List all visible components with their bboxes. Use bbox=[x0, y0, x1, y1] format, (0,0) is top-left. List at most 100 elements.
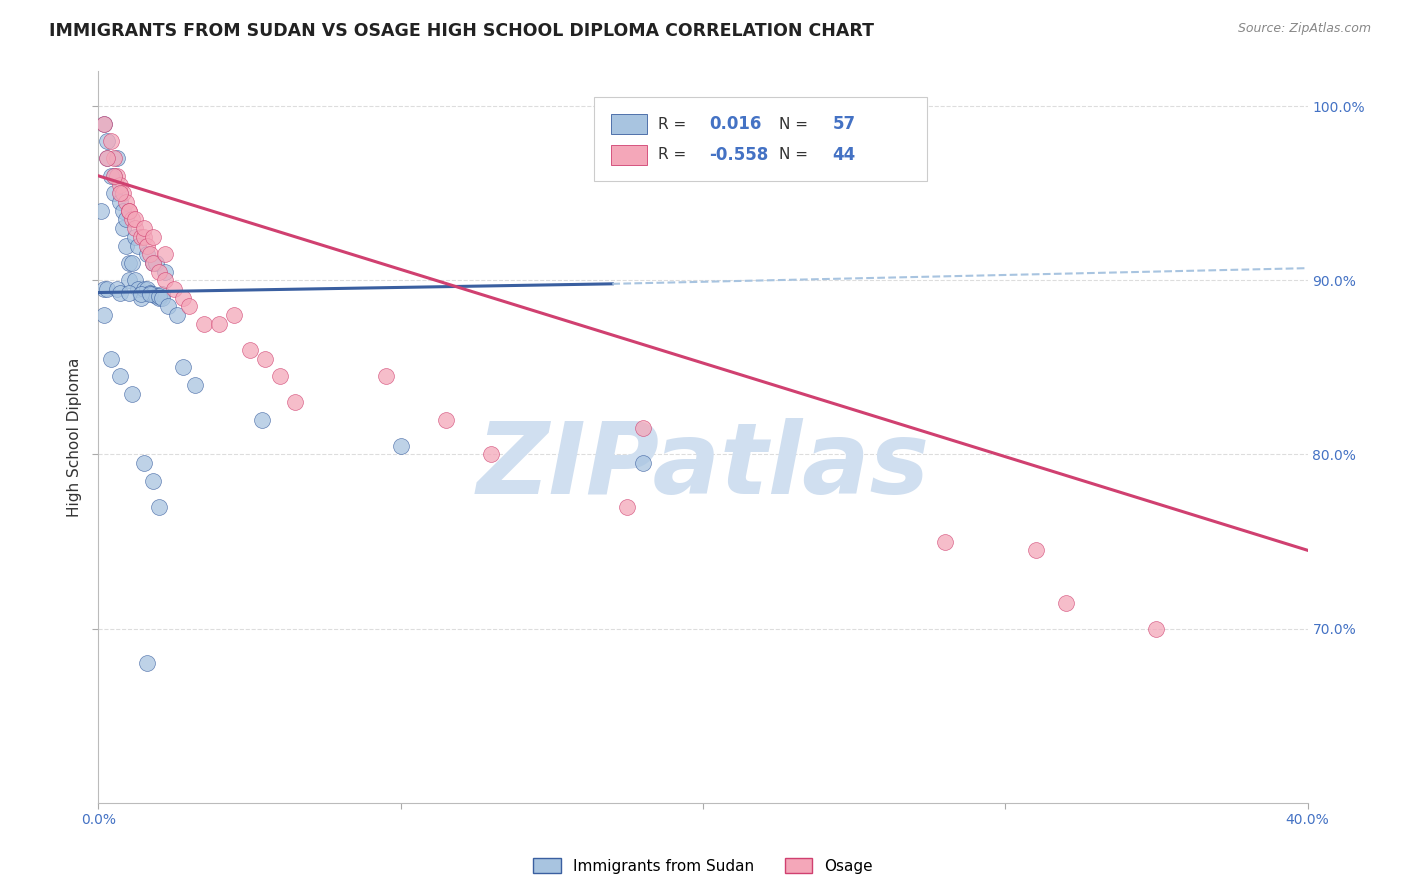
Point bbox=[100, 134, 122, 148]
Point bbox=[96, 134, 118, 148]
Point bbox=[100, 169, 122, 183]
Point bbox=[108, 186, 131, 201]
Point bbox=[124, 221, 146, 235]
Point bbox=[208, 317, 231, 331]
Text: R =: R = bbox=[658, 117, 692, 131]
Point bbox=[124, 273, 146, 287]
Point bbox=[111, 203, 134, 218]
Point bbox=[118, 285, 141, 300]
Point bbox=[108, 186, 131, 201]
Point bbox=[239, 343, 262, 357]
Point bbox=[253, 351, 276, 366]
Point bbox=[114, 238, 136, 252]
Point bbox=[129, 287, 152, 301]
Point bbox=[93, 308, 115, 322]
Text: ZIPatlas: ZIPatlas bbox=[477, 417, 929, 515]
Point bbox=[284, 395, 307, 409]
Point bbox=[142, 256, 165, 270]
Point bbox=[434, 412, 457, 426]
Point bbox=[142, 287, 165, 301]
Point bbox=[118, 203, 141, 218]
Point bbox=[118, 256, 141, 270]
Point bbox=[135, 282, 157, 296]
Point bbox=[114, 212, 136, 227]
Point bbox=[93, 117, 115, 131]
Point bbox=[163, 282, 186, 296]
Point bbox=[148, 265, 170, 279]
Point bbox=[139, 287, 162, 301]
Point bbox=[96, 152, 118, 166]
Point bbox=[481, 448, 503, 462]
Point bbox=[1144, 622, 1167, 636]
Point bbox=[179, 300, 201, 314]
Point bbox=[121, 212, 143, 227]
Point bbox=[616, 500, 638, 514]
Text: 57: 57 bbox=[832, 115, 855, 133]
Point bbox=[135, 657, 157, 671]
Point bbox=[184, 377, 207, 392]
Point bbox=[96, 282, 118, 296]
Text: N =: N = bbox=[779, 147, 813, 162]
Point bbox=[153, 265, 176, 279]
Point bbox=[114, 194, 136, 209]
Point bbox=[118, 203, 141, 218]
Point bbox=[250, 412, 273, 426]
Point bbox=[156, 300, 179, 314]
Point bbox=[631, 421, 654, 435]
Point bbox=[132, 229, 155, 244]
Point bbox=[269, 369, 291, 384]
Point bbox=[124, 212, 146, 227]
Point bbox=[132, 456, 155, 470]
Point bbox=[93, 282, 115, 296]
Text: IMMIGRANTS FROM SUDAN VS OSAGE HIGH SCHOOL DIPLOMA CORRELATION CHART: IMMIGRANTS FROM SUDAN VS OSAGE HIGH SCHO… bbox=[49, 22, 875, 40]
Point bbox=[118, 273, 141, 287]
Point bbox=[142, 256, 165, 270]
Point bbox=[148, 500, 170, 514]
Point bbox=[124, 229, 146, 244]
Point bbox=[121, 386, 143, 401]
Point bbox=[153, 247, 176, 261]
Point bbox=[374, 369, 396, 384]
Point bbox=[172, 291, 194, 305]
Point bbox=[103, 169, 125, 183]
Text: 44: 44 bbox=[832, 145, 856, 164]
Point bbox=[105, 282, 128, 296]
Text: R =: R = bbox=[658, 147, 692, 162]
Point bbox=[121, 256, 143, 270]
Point bbox=[135, 238, 157, 252]
Point bbox=[153, 273, 176, 287]
Point bbox=[132, 282, 155, 296]
Point bbox=[132, 221, 155, 235]
Point bbox=[139, 285, 162, 300]
Point bbox=[105, 169, 128, 183]
Point bbox=[172, 360, 194, 375]
Legend: Immigrants from Sudan, Osage: Immigrants from Sudan, Osage bbox=[527, 852, 879, 880]
Text: Source: ZipAtlas.com: Source: ZipAtlas.com bbox=[1237, 22, 1371, 36]
Point bbox=[103, 186, 125, 201]
Point bbox=[108, 194, 131, 209]
Point bbox=[127, 238, 149, 252]
Point bbox=[145, 256, 167, 270]
Text: N =: N = bbox=[779, 117, 813, 131]
Point bbox=[129, 229, 152, 244]
Point bbox=[129, 291, 152, 305]
FancyBboxPatch shape bbox=[612, 114, 647, 135]
Y-axis label: High School Diploma: High School Diploma bbox=[67, 358, 83, 516]
FancyBboxPatch shape bbox=[612, 145, 647, 165]
Point bbox=[100, 351, 122, 366]
Text: -0.558: -0.558 bbox=[709, 145, 768, 164]
Point bbox=[108, 369, 131, 384]
Point bbox=[193, 317, 215, 331]
Point bbox=[166, 308, 188, 322]
Point bbox=[1024, 543, 1046, 558]
Point bbox=[150, 287, 173, 301]
Point bbox=[90, 203, 112, 218]
Point bbox=[108, 285, 131, 300]
Point bbox=[142, 474, 165, 488]
Point bbox=[135, 247, 157, 261]
Point bbox=[108, 178, 131, 192]
Point bbox=[105, 152, 128, 166]
Point bbox=[103, 169, 125, 183]
Point bbox=[111, 221, 134, 235]
Point bbox=[224, 308, 246, 322]
